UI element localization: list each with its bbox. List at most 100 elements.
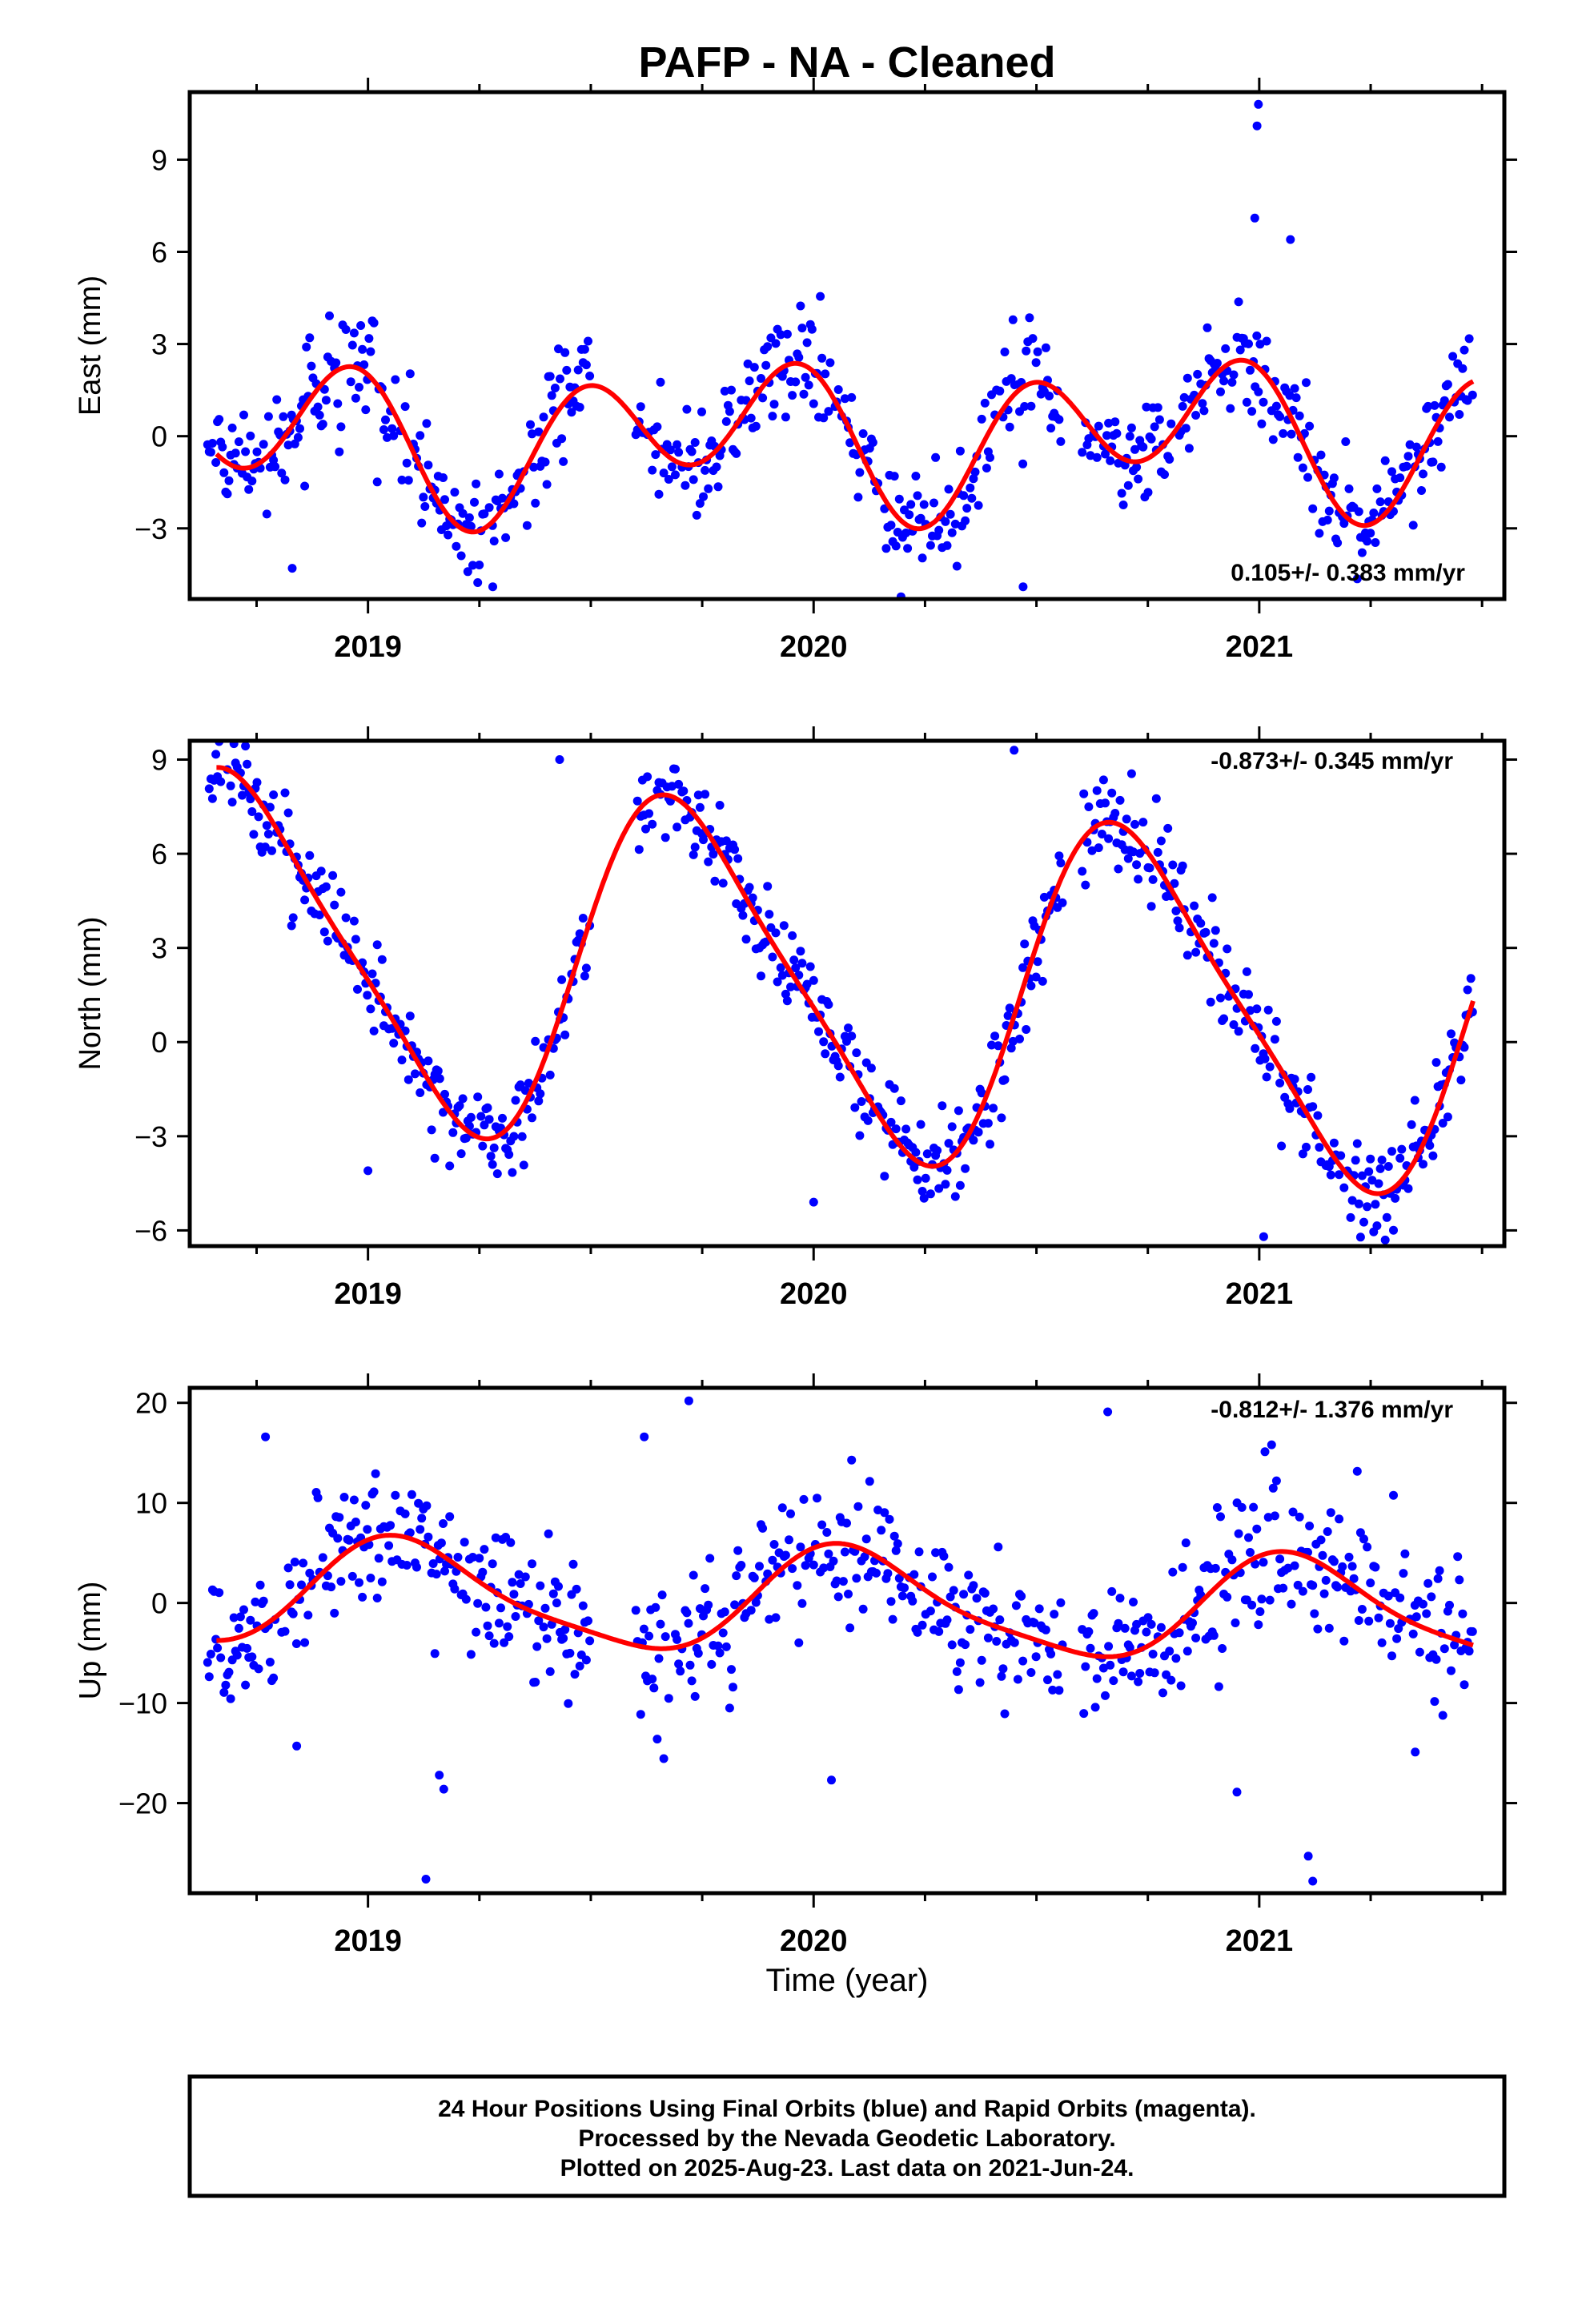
north-xtick-label: 2021 — [1226, 1277, 1294, 1311]
north-data-point — [1182, 951, 1192, 960]
up-data-point — [1357, 1605, 1367, 1614]
up-data-point — [520, 1572, 530, 1582]
up-data-point — [801, 1561, 810, 1570]
north-data-point — [1018, 963, 1028, 972]
east-data-point — [364, 334, 374, 344]
up-data-point — [819, 1563, 829, 1573]
east-data-point — [1455, 410, 1464, 419]
up-data-point — [1363, 1542, 1372, 1552]
east-data-point — [821, 369, 830, 379]
north-data-point — [1038, 976, 1047, 986]
north-data-point — [632, 796, 642, 806]
north-data-point — [241, 742, 251, 751]
east-ytick-label: 0 — [151, 420, 167, 453]
north-data-point — [671, 764, 680, 774]
up-data-point — [1090, 1703, 1100, 1712]
north-data-point — [1094, 843, 1103, 853]
east-data-point — [727, 385, 736, 395]
east-data-point — [450, 488, 460, 497]
up-data-point — [865, 1477, 874, 1486]
east-data-point — [1324, 506, 1334, 516]
up-data-point — [1392, 1634, 1402, 1643]
up-data-point — [544, 1529, 553, 1538]
north-data-point — [321, 882, 331, 891]
east-data-point — [498, 493, 507, 503]
up-data-point — [506, 1538, 516, 1547]
east-data-point — [845, 438, 855, 448]
up-data-point — [234, 1623, 243, 1633]
east-data-point — [1433, 436, 1443, 446]
north-data-point — [1148, 875, 1158, 884]
up-data-point — [1283, 1563, 1293, 1573]
north-data-point — [679, 786, 689, 796]
east-data-point — [545, 372, 555, 381]
north-data-point — [260, 842, 270, 852]
north-data-point — [305, 850, 315, 860]
up-data-point — [751, 1598, 761, 1607]
north-data-point — [1383, 1162, 1393, 1171]
east-data-point — [746, 413, 756, 423]
east-data-point — [986, 452, 994, 462]
up-outlier-point — [439, 1784, 448, 1794]
north-data-point — [1456, 1076, 1466, 1085]
east-data-point — [1254, 387, 1263, 396]
east-outlier-point — [1252, 121, 1262, 131]
up-data-point — [1079, 1709, 1089, 1719]
north-outlier-point — [1010, 746, 1019, 755]
up-data-point — [468, 1553, 477, 1562]
east-data-point — [1022, 346, 1031, 356]
east-data-point — [1439, 396, 1449, 405]
up-data-point — [654, 1654, 664, 1663]
north-data-point — [1377, 1156, 1387, 1164]
east-data-point — [1031, 358, 1041, 368]
up-data-point — [1323, 1527, 1332, 1536]
up-data-point — [335, 1513, 344, 1522]
east-data-point — [743, 359, 753, 368]
north-data-point — [211, 750, 221, 759]
east-data-point — [1005, 422, 1014, 432]
north-data-point — [1156, 836, 1166, 846]
east-data-point — [1344, 484, 1354, 493]
up-data-point — [291, 1639, 301, 1648]
up-data-point — [1135, 1669, 1145, 1678]
up-data-point — [1326, 1508, 1335, 1518]
up-data-point — [283, 1563, 293, 1573]
up-data-point — [1171, 1654, 1181, 1663]
up-data-point — [684, 1618, 693, 1628]
north-data-point — [484, 1115, 494, 1124]
north-data-point — [941, 1180, 950, 1189]
up-data-point — [511, 1612, 520, 1621]
east-data-point — [868, 438, 877, 447]
north-data-point — [448, 1128, 458, 1137]
up-data-point — [1252, 1524, 1262, 1534]
north-data-point — [721, 836, 731, 846]
up-data-point — [219, 1687, 229, 1697]
north-data-point — [1209, 939, 1219, 948]
up-data-point — [509, 1590, 519, 1599]
up-data-point — [701, 1584, 710, 1594]
north-data-point — [287, 921, 296, 931]
north-data-point — [866, 1063, 876, 1073]
up-data-point — [532, 1642, 542, 1651]
north-data-point — [974, 1128, 983, 1137]
up-panel: Up (mm) −20 −10 0 10 20 2019 2020 2021 -0.812+/- … — [74, 1373, 1517, 1958]
east-data-point — [1395, 473, 1405, 483]
east-data-point — [1371, 538, 1380, 547]
up-data-point — [584, 1616, 592, 1626]
up-data-point — [504, 1632, 514, 1642]
up-data-point — [1018, 1656, 1028, 1666]
east-data-point — [1191, 411, 1201, 420]
up-data-point — [1352, 1466, 1362, 1476]
north-data-point — [776, 963, 785, 972]
east-data-point — [356, 321, 366, 330]
north-data-point — [1407, 1120, 1416, 1129]
up-data-point — [1000, 1709, 1010, 1719]
east-data-point — [966, 483, 975, 493]
up-data-point — [369, 1487, 379, 1497]
east-data-point — [1138, 442, 1148, 452]
east-data-point — [982, 464, 991, 472]
east-data-point — [440, 495, 449, 505]
east-data-point — [930, 498, 938, 508]
up-data-point — [265, 1658, 275, 1667]
up-data-point — [1339, 1636, 1349, 1646]
